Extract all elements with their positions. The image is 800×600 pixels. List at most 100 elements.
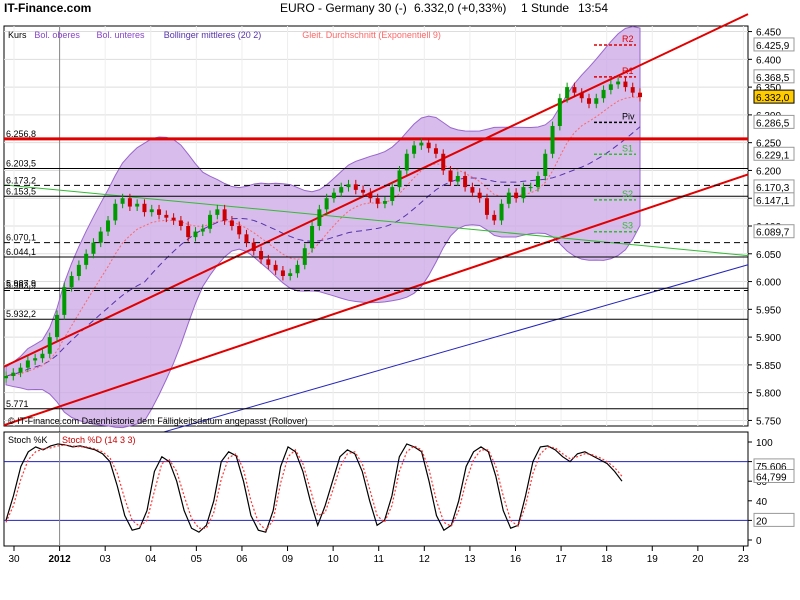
x-tick-label: 20: [692, 554, 704, 565]
y-tick-label: 6.250: [756, 139, 781, 150]
candle-body: [572, 87, 577, 93]
left-level-label: 6.070,1: [6, 233, 36, 243]
candle-body: [215, 209, 220, 215]
candle-body: [586, 98, 591, 104]
left-level-label: 6.173,2: [6, 175, 36, 185]
candle-body: [390, 187, 395, 201]
candle-body: [62, 287, 67, 315]
candle-body: [339, 187, 344, 193]
bollinger-band: [5, 26, 641, 429]
x-tick-label: 30: [8, 554, 20, 565]
stoch-value-label: 75,606: [756, 462, 787, 473]
right-value-label: 6.286,5: [756, 118, 790, 129]
candle-body: [528, 187, 533, 189]
legend-entry: Kurs: [8, 30, 27, 40]
candle-body: [310, 226, 315, 249]
y-tick-label: 6.400: [756, 55, 781, 66]
right-value-label: 6.089,7: [756, 228, 790, 239]
right-value-box: [753, 89, 795, 104]
legend-entry: Bol. unteres: [97, 30, 146, 40]
candle-body: [178, 220, 183, 226]
legend-stoch-d: Stoch %D (14 3 3): [62, 435, 136, 445]
candle-body: [543, 153, 548, 176]
x-tick-label: 17: [556, 554, 568, 565]
candle-body: [361, 189, 366, 193]
candle-body: [433, 148, 438, 154]
candle-body: [601, 89, 606, 99]
candle-body: [499, 203, 504, 221]
candle-body: [18, 367, 23, 373]
stoch-panel-frame: [3, 431, 749, 547]
candle-body: [157, 209, 162, 215]
legend-entry: Bollinger mittleres (20 2): [164, 30, 262, 40]
y-tick-label: 6.350: [756, 83, 781, 94]
x-tick-label: 03: [100, 554, 112, 565]
candle-body: [135, 203, 140, 207]
x-tick-label: 09: [282, 554, 294, 565]
right-value-label: 6.147,1: [756, 196, 790, 207]
candle-body: [47, 337, 52, 354]
candle-body: [623, 81, 628, 88]
y-tick-label: 5.950: [756, 305, 781, 316]
y-tick-label: 5.900: [756, 333, 781, 344]
ema-line: [5, 96, 641, 377]
x-tick-label: 13: [464, 554, 476, 565]
x-tick-label: 19: [647, 554, 659, 565]
time-label: 13:54: [578, 1, 608, 15]
candle-body: [594, 98, 599, 104]
candle-body: [259, 251, 264, 260]
candle-body: [222, 209, 227, 221]
right-value-label: 6.425,9: [756, 41, 790, 52]
candle-body: [280, 270, 285, 276]
candle-body: [375, 198, 380, 204]
right-value-box: [753, 69, 795, 84]
candle-body: [84, 253, 89, 265]
candle-body: [535, 176, 540, 188]
pivot-level-label: R2: [622, 34, 634, 44]
stoch-y-tick-label: 40: [756, 497, 768, 508]
x-tick-label: 2012: [48, 554, 71, 565]
candle-body: [288, 273, 293, 276]
stoch-value-label: 20: [756, 516, 768, 527]
interval-label: 1 Stunde: [521, 1, 569, 15]
stoch-y-tick-label: 100: [756, 438, 773, 449]
x-tick-label: 11: [374, 554, 385, 565]
candle-body: [616, 81, 621, 85]
candle-body: [120, 198, 125, 204]
upper-trend-channel-line: [3, 13, 749, 368]
candle-body: [229, 220, 234, 226]
candle-body: [208, 214, 213, 229]
candle-body: [4, 376, 8, 379]
candle-body: [579, 92, 584, 99]
y-tick-label: 5.800: [756, 389, 781, 400]
x-tick-label: 16: [510, 554, 522, 565]
candle-body: [506, 192, 511, 204]
x-axis: 30 2012 03 04 05 06 09 10 11 12 13 16 17 18 19 20 23: [8, 546, 749, 565]
x-tick-label: 10: [328, 554, 340, 565]
candle-body: [448, 170, 453, 182]
candle-body: [149, 209, 154, 213]
candle-body: [200, 228, 205, 232]
candle-body: [302, 248, 307, 265]
y-tick-label: 6.450: [756, 28, 781, 39]
left-level-label: 6.153,5: [6, 186, 36, 196]
candle-body: [404, 153, 409, 171]
candle-body: [98, 231, 103, 243]
candle-body: [630, 87, 635, 93]
legend-entry: Bol. oberes: [34, 30, 80, 40]
candle-body: [324, 198, 329, 210]
left-level-label: 6.044,1: [6, 247, 36, 257]
right-value-label: 6.368,5: [756, 73, 790, 84]
right-value-box: [753, 37, 795, 52]
stoch-k-line: [5, 443, 623, 533]
candle-body: [113, 203, 118, 221]
stoch-value-label: 64,799: [756, 472, 787, 483]
candle-body: [331, 192, 336, 199]
candle-body: [565, 87, 570, 99]
candle-body: [557, 98, 562, 126]
candle-body: [419, 142, 424, 146]
candle-body: [244, 234, 249, 243]
left-level-label: 5.771: [6, 399, 29, 409]
stoch-d-line: [5, 444, 623, 532]
